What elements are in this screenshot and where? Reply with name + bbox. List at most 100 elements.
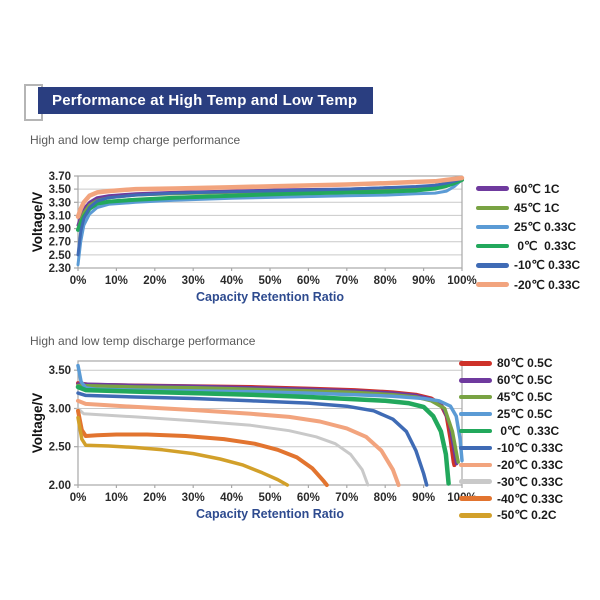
legend-swatch (476, 243, 509, 249)
y-tick-label: 2.50 (49, 250, 71, 262)
legend-label: 25℃ 0.5C (497, 407, 553, 422)
y-axis-title: Voltage/V (30, 192, 45, 253)
legend-item: -10℃ 0.33C (459, 439, 563, 456)
legend-label: -20℃ 0.33C (514, 277, 581, 292)
y-tick-label: 2.00 (49, 480, 71, 492)
legend-label: 0℃ 0.33C (514, 239, 577, 254)
legend-swatch (459, 411, 492, 417)
legend-item: -20℃ 0.33C (476, 275, 580, 294)
legend-swatch (459, 479, 492, 484)
x-tick-label: 10% (105, 492, 128, 504)
x-tick-label: 50% (258, 492, 281, 504)
y-tick-label: 3.70 (49, 171, 71, 183)
legend-label: 0℃ 0.33C (497, 424, 560, 438)
x-tick-label: 0% (70, 275, 87, 287)
series-lines (75, 363, 464, 487)
x-tick-label: 60% (297, 275, 320, 287)
charge-chart-title: High and low temp charge performance (30, 133, 241, 147)
x-tick-label: 90% (412, 275, 435, 287)
y-tick-label: 2.50 (49, 442, 71, 454)
x-tick-label: 50% (258, 275, 281, 287)
legend-label: 25℃ 0.33C (514, 219, 577, 234)
legend-item: 60℃ 1C (476, 179, 580, 198)
x-tick-label: 90% (412, 492, 435, 504)
axes: 2.00 2.50 3.00 3.50 0% 10% 20% 30% 40% 50% 60% 70% 8… (49, 365, 477, 504)
series-line (76, 391, 429, 487)
series-line (76, 415, 290, 487)
x-tick-label: 100% (447, 275, 476, 287)
y-tick-label: 3.50 (49, 365, 71, 377)
discharge-chart-title: High and low temp discharge performance (30, 334, 256, 348)
x-tick-label: 80% (374, 275, 397, 287)
legend-item: 0℃ 0.33C (459, 423, 563, 440)
series-line (76, 407, 370, 487)
x-tick-label: 20% (143, 275, 166, 287)
legend-label: -10℃ 0.33C (497, 440, 564, 455)
legend-label: 80℃ 0.5C (497, 356, 553, 371)
series-line (76, 408, 329, 487)
y-tick-label: 3.10 (49, 210, 71, 222)
x-tick-label: 30% (182, 275, 205, 287)
legend-swatch (476, 282, 509, 287)
x-tick-label: 40% (220, 492, 243, 504)
legend-swatch (459, 394, 492, 400)
series-line (75, 384, 451, 486)
series-line (76, 177, 464, 267)
y-tick-label: 2.70 (49, 237, 71, 249)
legend-label: -40℃ 0.33C (497, 491, 564, 506)
legend-label: 45℃ 0.5C (497, 390, 553, 405)
legend-label: -20℃ 0.33C (497, 457, 564, 472)
x-tick-label: 70% (335, 275, 358, 287)
page-title: Performance at High Temp and Low Temp (38, 87, 374, 114)
legend-label: 45℃ 1C (514, 200, 560, 215)
legend-item: 45℃ 0.5C (459, 389, 563, 406)
y-tick-label: 3.30 (49, 197, 71, 209)
legend-swatch (476, 263, 509, 268)
legend-item: 25℃ 0.5C (459, 406, 563, 423)
legend-swatch (459, 462, 492, 468)
legend-swatch (459, 378, 492, 383)
legend-item: 0℃ 0.33C (476, 237, 580, 256)
plot-border (77, 360, 463, 486)
axes: 2.302.502.702.90 3.103.303.503.70 0% 10% 20%… (49, 171, 477, 287)
series-line (76, 398, 401, 487)
legend-swatch (459, 496, 492, 501)
x-axis-title: Capacity Retention Ratio (196, 507, 344, 521)
x-tick-label: 20% (143, 492, 166, 504)
x-tick-label: 10% (105, 275, 128, 287)
legend-item: -40℃ 0.33C (459, 490, 563, 507)
legend-label: -50℃ 0.2C (497, 508, 557, 523)
discharge-chart-svg: 2.00 2.50 3.00 3.50 0% 10% 20% 30% 40% 50% 60% 70% 8… (30, 360, 477, 521)
y-axis-title: Voltage/V (30, 393, 45, 454)
series-line (75, 175, 465, 219)
series-lines (75, 175, 465, 267)
charge-chart-legend: 60℃ 1C 45℃ 1C 25℃ 0.33C 0℃ 0.33C -10℃ 0.33C… (476, 179, 580, 294)
legend-item: 80℃ 0.5C (459, 355, 563, 372)
legend-swatch (459, 513, 492, 518)
legend-swatch (459, 361, 492, 366)
y-tick-label: 2.90 (49, 224, 71, 236)
legend-swatch (459, 428, 492, 434)
legend-label: -30℃ 0.33C (497, 474, 564, 489)
legend-item: -10℃ 0.33C (476, 256, 580, 275)
y-tick-label: 2.30 (49, 263, 71, 275)
legend-label: -10℃ 0.33C (514, 258, 581, 273)
x-tick-label: 60% (297, 492, 320, 504)
legend-label: 60℃ 1C (514, 181, 560, 196)
legend-item: -30℃ 0.33C (459, 473, 563, 490)
y-tick-label: 3.00 (49, 404, 71, 416)
x-axis-title: Capacity Retention Ratio (196, 290, 344, 304)
y-tick-label: 3.50 (49, 184, 71, 196)
x-tick-label: 80% (374, 492, 397, 504)
legend-item: -50℃ 0.2C (459, 507, 563, 524)
charge-chart-svg: 2.302.502.702.90 3.103.303.503.70 0% 10% 20%… (30, 171, 477, 304)
x-tick-label: 0% (70, 492, 87, 504)
legend-item: 60℃ 0.5C (459, 372, 563, 389)
legend-swatch (476, 205, 509, 211)
legend-swatch (459, 445, 492, 451)
legend-item: 25℃ 0.33C (476, 217, 580, 236)
x-tick-label: 30% (182, 492, 205, 504)
legend-item: -20℃ 0.33C (459, 456, 563, 473)
legend-item: 45℃ 1C (476, 198, 580, 217)
series-line (76, 177, 464, 257)
